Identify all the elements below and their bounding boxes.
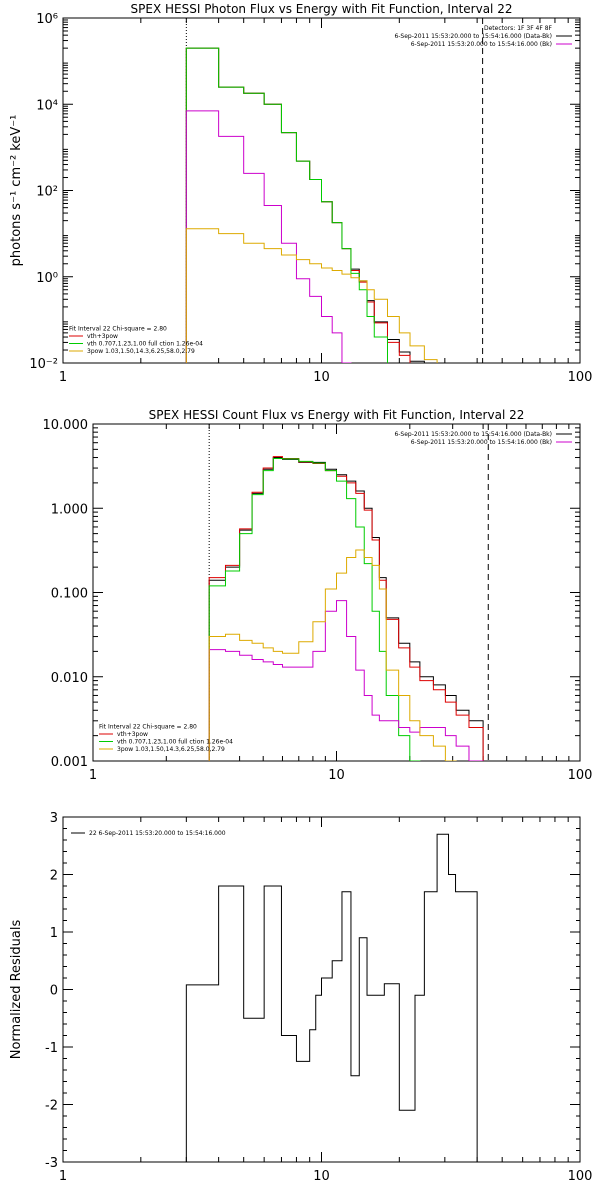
x-tick-label: 1 — [89, 768, 97, 783]
legend-entry-text: vth 0.707,1.23,1.00 full ction 1.26e-04 — [117, 739, 233, 746]
y-tick-label: 0.010 — [51, 671, 88, 686]
legend-entry-text: vth+3pow — [87, 333, 118, 340]
y-tick-label: 0.100 — [51, 587, 88, 602]
y-tick-label: 10⁴ — [36, 98, 58, 113]
y-tick-label: 10⁰ — [36, 271, 58, 286]
legend-entry-text: Fit Interval 22 Chi-square = 2.80 — [99, 724, 197, 731]
y-tick-label: -1 — [45, 1041, 58, 1056]
y-tick-label: 1 — [50, 926, 58, 941]
y-tick-label: 3 — [50, 811, 58, 826]
x-tick-label: 1 — [59, 370, 67, 385]
data-layer — [185, 833, 478, 1162]
series-line — [208, 457, 421, 761]
y-tick-label: 1.000 — [51, 502, 88, 517]
data-layer — [208, 424, 489, 761]
legend-entry-text: vth 0.707,1.23,1.00 full ction 1.26e-04 — [87, 341, 203, 348]
legend-entry-text: 6-Sep-2011 15:53:20.000 to 15:54:16.000 … — [394, 33, 552, 40]
legend-entry-text: Detectors: 1F 3F 4F 8F — [484, 25, 553, 32]
legend-entry-text: 6-Sep-2011 15:53:20.000 to 15:54:16.000 … — [411, 439, 552, 446]
y-tick-label: 0.001 — [51, 755, 88, 770]
x-tick-label: 10 — [313, 370, 330, 385]
legend-entry-text: Fit Interval 22 Chi-square = 2.80 — [69, 326, 167, 333]
y-tick-label: 2 — [50, 869, 58, 884]
x-tick-label: 100 — [568, 370, 593, 385]
legend-entry-text: 6-Sep-2011 15:53:20.000 to 15:54:16.000 … — [411, 41, 552, 48]
y-tick-label: 0 — [50, 984, 58, 999]
y-tick-label: 10.000 — [43, 418, 89, 433]
photon-flux-panel: SPEX HESSI Photon Flux vs Energy with Fi… — [9, 2, 593, 385]
data-layer — [185, 18, 484, 363]
legend-entry-text: 22 6-Sep-2011 15:53:20.000 to 15:54:16.0… — [89, 830, 226, 837]
series-line — [208, 549, 457, 761]
legend-entry-text: 3pow 1.03,1.50,14.3,6.25,58.0,2.79 — [87, 348, 195, 355]
series-line — [185, 833, 478, 1162]
legend-entry-text: vth+3pow — [117, 731, 148, 738]
count-flux-panel: SPEX HESSI Count Flux vs Energy with Fit… — [43, 408, 593, 783]
series-line — [185, 47, 411, 363]
series-line — [208, 600, 484, 761]
series-line — [185, 110, 352, 363]
series-line — [185, 47, 388, 363]
series-line — [185, 228, 438, 363]
y-tick-label: 10² — [36, 185, 58, 200]
y-axis-label: Normalized Residuals — [9, 920, 24, 1060]
x-tick-label: 10 — [328, 768, 345, 783]
y-axis-label: photons s⁻¹ cm⁻² keV⁻¹ — [9, 115, 24, 267]
x-tick-label: 1 — [59, 1169, 67, 1184]
legend-entry-text: 6-Sep-2011 15:53:20.000 to 15:54:16.000 … — [394, 431, 552, 438]
legend-entry-text: 3pow 1.03,1.50,14.3,6.25,58.0,2.79 — [117, 746, 225, 753]
y-tick-label: -2 — [45, 1099, 58, 1114]
residuals-panel: Normalized Residuals 1 10 100 -3 -2 -1 0 1 2 3 22 6… — [9, 811, 592, 1184]
chart-title: SPEX HESSI Photon Flux vs Energy with Fi… — [131, 2, 513, 16]
chart-title: SPEX HESSI Count Flux vs Energy with Fit… — [149, 408, 525, 422]
y-tick-label: -3 — [45, 1156, 58, 1171]
y-tick-label: 10⁶ — [36, 12, 58, 27]
x-tick-label: 10 — [313, 1169, 330, 1184]
x-tick-label: 100 — [568, 768, 593, 783]
y-tick-label: 10⁻² — [29, 357, 58, 372]
x-tick-label: 100 — [568, 1169, 593, 1184]
